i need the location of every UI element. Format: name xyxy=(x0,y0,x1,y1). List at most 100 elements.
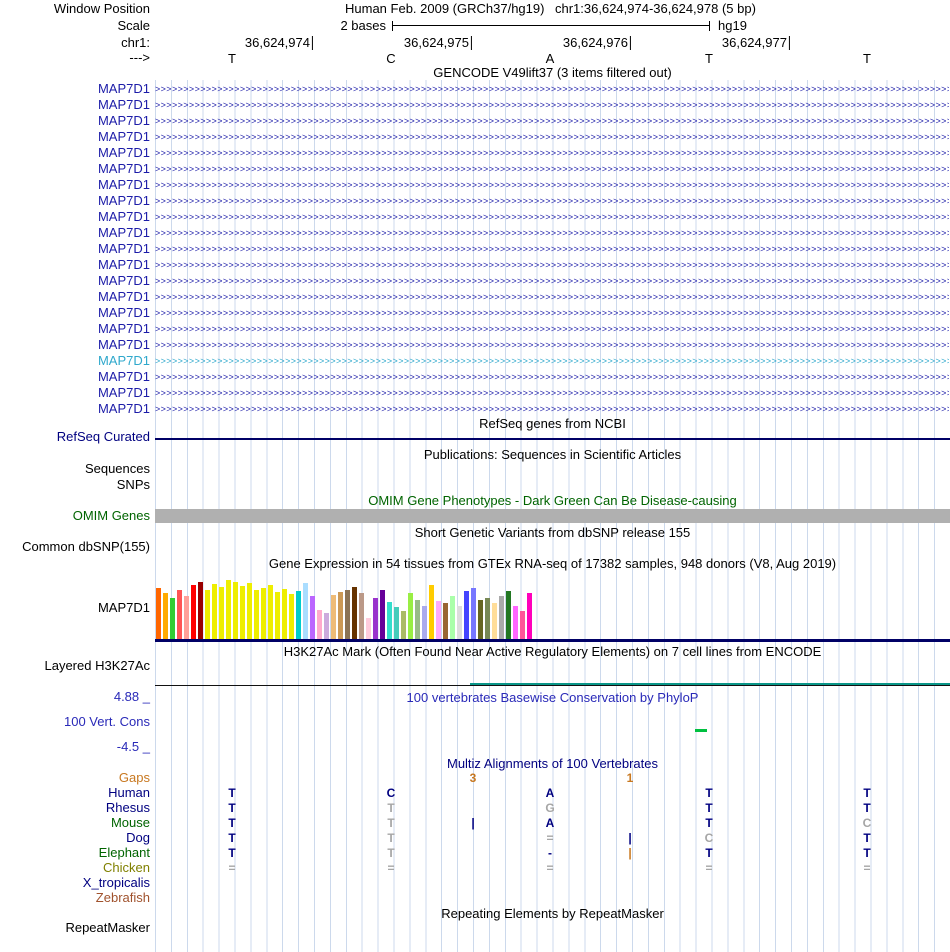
gtex-expression-bar[interactable] xyxy=(233,582,238,640)
gene-arrow-line[interactable]: >>>>>>>>>>>>>>>>>>>>>>>>>>>>>>>>>>>>>>>>… xyxy=(155,228,949,238)
gtex-expression-bar[interactable] xyxy=(429,585,434,640)
gene-label[interactable]: MAP7D1 xyxy=(97,81,150,96)
gene-arrow-line[interactable]: >>>>>>>>>>>>>>>>>>>>>>>>>>>>>>>>>>>>>>>>… xyxy=(155,388,949,398)
gtex-expression-bar[interactable] xyxy=(289,594,294,640)
refseq-track-title[interactable]: RefSeq genes from NCBI xyxy=(479,416,626,431)
species-label[interactable]: Dog xyxy=(126,830,150,845)
gene-row[interactable]: MAP7D1 >>>>>>>>>>>>>>>>>>>>>>>>>>>>>>>>>>… xyxy=(0,193,950,209)
gene-label[interactable]: MAP7D1 xyxy=(97,337,150,352)
species-label[interactable]: Chicken xyxy=(103,860,150,875)
gene-row[interactable]: MAP7D1 >>>>>>>>>>>>>>>>>>>>>>>>>>>>>>>>>>… xyxy=(0,209,950,225)
gtex-expression-bar[interactable] xyxy=(338,592,343,640)
gene-arrow-line[interactable]: >>>>>>>>>>>>>>>>>>>>>>>>>>>>>>>>>>>>>>>>… xyxy=(155,84,949,94)
gene-arrow-line[interactable]: >>>>>>>>>>>>>>>>>>>>>>>>>>>>>>>>>>>>>>>>… xyxy=(155,164,949,174)
omim-genes-label[interactable]: OMIM Genes xyxy=(72,508,150,523)
species-label[interactable]: Human xyxy=(108,785,150,800)
gene-label[interactable]: MAP7D1 xyxy=(97,225,150,240)
multiz-track-title[interactable]: Multiz Alignments of 100 Vertebrates xyxy=(446,756,658,771)
gtex-expression-bar[interactable] xyxy=(184,596,189,640)
gtex-expression-bar[interactable] xyxy=(401,611,406,640)
strand-label[interactable]: ---> xyxy=(129,50,150,65)
gtex-expression-bar[interactable] xyxy=(310,596,315,640)
gtex-expression-bar[interactable] xyxy=(170,598,175,640)
gene-row[interactable]: MAP7D1 >>>>>>>>>>>>>>>>>>>>>>>>>>>>>>>>>>… xyxy=(0,401,950,417)
gene-arrow-line[interactable]: >>>>>>>>>>>>>>>>>>>>>>>>>>>>>>>>>>>>>>>>… xyxy=(155,116,949,126)
gene-label[interactable]: MAP7D1 xyxy=(97,177,150,192)
gtex-expression-bar[interactable] xyxy=(345,590,350,640)
gtex-expression-bar[interactable] xyxy=(268,585,273,640)
gtex-expression-bar[interactable] xyxy=(471,588,476,640)
gene-arrow-line[interactable]: >>>>>>>>>>>>>>>>>>>>>>>>>>>>>>>>>>>>>>>>… xyxy=(155,324,949,334)
gtex-expression-bar[interactable] xyxy=(373,598,378,640)
gtex-expression-bar[interactable] xyxy=(296,591,301,640)
gene-arrow-line[interactable]: >>>>>>>>>>>>>>>>>>>>>>>>>>>>>>>>>>>>>>>>… xyxy=(155,372,949,382)
gene-label[interactable]: MAP7D1 xyxy=(97,257,150,272)
gene-arrow-line[interactable]: >>>>>>>>>>>>>>>>>>>>>>>>>>>>>>>>>>>>>>>>… xyxy=(155,260,949,270)
gene-row[interactable]: MAP7D1 >>>>>>>>>>>>>>>>>>>>>>>>>>>>>>>>>>… xyxy=(0,81,950,97)
dbsnp-track-title[interactable]: Short Genetic Variants from dbSNP releas… xyxy=(414,525,691,540)
gtex-expression-bar[interactable] xyxy=(191,585,196,640)
gene-arrow-line[interactable]: >>>>>>>>>>>>>>>>>>>>>>>>>>>>>>>>>>>>>>>>… xyxy=(155,100,949,110)
h3k27ac-track-title[interactable]: H3K27Ac Mark (Often Found Near Active Re… xyxy=(283,644,822,659)
gene-arrow-line[interactable]: >>>>>>>>>>>>>>>>>>>>>>>>>>>>>>>>>>>>>>>>… xyxy=(155,356,949,366)
gtex-expression-bar[interactable] xyxy=(331,595,336,640)
gtex-expression-bar[interactable] xyxy=(156,588,161,640)
gene-label[interactable]: MAP7D1 xyxy=(97,241,150,256)
gtex-expression-bar[interactable] xyxy=(352,587,357,640)
omim-gene-bar[interactable] xyxy=(155,509,950,523)
repeatmasker-track-title[interactable]: Repeating Elements by RepeatMasker xyxy=(441,906,664,921)
refseq-gene-bar[interactable] xyxy=(155,438,950,440)
refseq-curated-label[interactable]: RefSeq Curated xyxy=(56,429,150,444)
gene-row[interactable]: MAP7D1 >>>>>>>>>>>>>>>>>>>>>>>>>>>>>>>>>>… xyxy=(0,273,950,289)
gtex-expression-bar[interactable] xyxy=(282,589,287,640)
gtex-expression-bar[interactable] xyxy=(408,593,413,640)
gene-arrow-line[interactable]: >>>>>>>>>>>>>>>>>>>>>>>>>>>>>>>>>>>>>>>>… xyxy=(155,340,949,350)
layered-h3k27ac-label[interactable]: Layered H3K27Ac xyxy=(44,658,150,673)
gene-row[interactable]: MAP7D1 >>>>>>>>>>>>>>>>>>>>>>>>>>>>>>>>>>… xyxy=(0,257,950,273)
gene-label[interactable]: MAP7D1 xyxy=(97,113,150,128)
gtex-expression-bar[interactable] xyxy=(219,587,224,640)
gtex-expression-bar[interactable] xyxy=(436,601,441,640)
gtex-expression-bar[interactable] xyxy=(394,607,399,640)
gene-label[interactable]: MAP7D1 xyxy=(97,369,150,384)
gene-label[interactable]: MAP7D1 xyxy=(97,305,150,320)
gtex-expression-bar[interactable] xyxy=(240,586,245,640)
gtex-gene-label[interactable]: MAP7D1 xyxy=(97,600,150,615)
gtex-expression-bar[interactable] xyxy=(485,598,490,640)
gene-row[interactable]: MAP7D1 >>>>>>>>>>>>>>>>>>>>>>>>>>>>>>>>>>… xyxy=(0,289,950,305)
position-range[interactable]: chr1:36,624,974-36,624,978 (5 bp) xyxy=(555,1,756,16)
gene-arrow-line[interactable]: >>>>>>>>>>>>>>>>>>>>>>>>>>>>>>>>>>>>>>>>… xyxy=(155,196,949,206)
gene-row[interactable]: MAP7D1 >>>>>>>>>>>>>>>>>>>>>>>>>>>>>>>>>>… xyxy=(0,305,950,321)
gene-row[interactable]: MAP7D1 >>>>>>>>>>>>>>>>>>>>>>>>>>>>>>>>>>… xyxy=(0,177,950,193)
repeatmasker-label[interactable]: RepeatMasker xyxy=(65,920,150,935)
species-label[interactable]: Rhesus xyxy=(105,800,150,815)
gtex-expression-bar[interactable] xyxy=(527,593,532,640)
omim-track-title[interactable]: OMIM Gene Phenotypes - Dark Green Can Be… xyxy=(368,493,737,508)
gtex-expression-bar[interactable] xyxy=(205,590,210,640)
gtex-expression-bar[interactable] xyxy=(324,613,329,640)
gtex-expression-bar[interactable] xyxy=(422,606,427,640)
snps-label[interactable]: SNPs xyxy=(116,477,150,492)
gene-row[interactable]: MAP7D1 >>>>>>>>>>>>>>>>>>>>>>>>>>>>>>>>>>… xyxy=(0,145,950,161)
gene-label[interactable]: MAP7D1 xyxy=(97,289,150,304)
gene-arrow-line[interactable]: >>>>>>>>>>>>>>>>>>>>>>>>>>>>>>>>>>>>>>>>… xyxy=(155,276,949,286)
conservation-label[interactable]: 100 Vert. Cons xyxy=(64,714,150,729)
gene-row[interactable]: MAP7D1 >>>>>>>>>>>>>>>>>>>>>>>>>>>>>>>>>>… xyxy=(0,353,950,369)
gene-arrow-line[interactable]: >>>>>>>>>>>>>>>>>>>>>>>>>>>>>>>>>>>>>>>>… xyxy=(155,212,949,222)
species-label[interactable]: Mouse xyxy=(110,815,150,830)
conservation-track-title[interactable]: 100 vertebrates Basewise Conservation by… xyxy=(406,690,699,705)
gene-arrow-line[interactable]: >>>>>>>>>>>>>>>>>>>>>>>>>>>>>>>>>>>>>>>>… xyxy=(155,244,949,254)
gtex-expression-bar[interactable] xyxy=(415,600,420,640)
gene-arrow-line[interactable]: >>>>>>>>>>>>>>>>>>>>>>>>>>>>>>>>>>>>>>>>… xyxy=(155,148,949,158)
gtex-expression-bar[interactable] xyxy=(450,596,455,640)
gtex-expression-bar[interactable] xyxy=(317,610,322,640)
gene-label[interactable]: MAP7D1 xyxy=(97,97,150,112)
gtex-expression-bar[interactable] xyxy=(366,618,371,640)
gtex-expression-bar[interactable] xyxy=(513,606,518,640)
gencode-track-title[interactable]: GENCODE V49lift37 (3 items filtered out) xyxy=(433,65,672,80)
gene-label[interactable]: MAP7D1 xyxy=(97,321,150,336)
common-dbsnp-label[interactable]: Common dbSNP(155) xyxy=(22,539,150,554)
gene-label[interactable]: MAP7D1 xyxy=(97,353,150,368)
gene-arrow-line[interactable]: >>>>>>>>>>>>>>>>>>>>>>>>>>>>>>>>>>>>>>>>… xyxy=(155,308,949,318)
gtex-expression-bar[interactable] xyxy=(464,591,469,640)
